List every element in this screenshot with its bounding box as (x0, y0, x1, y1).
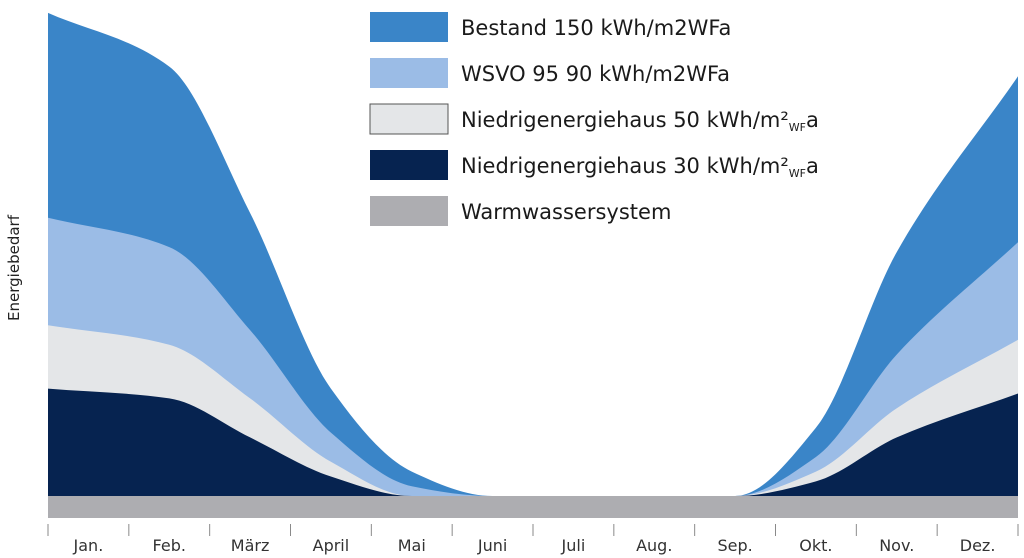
x-tick-label: Dez. (960, 536, 996, 555)
x-axis: Jan. Feb. März April Mai Juni Juli Aug. Sep. Okt.… (47, 524, 1019, 555)
x-tick-label: Jan. (73, 536, 104, 555)
area-layer (48, 12, 1018, 518)
legend-label: Warmwassersystem (461, 200, 671, 224)
legend-label: Niedrigenergiehaus 30 kWh/m²WFa (461, 154, 819, 180)
x-tick-label: Aug. (636, 536, 672, 555)
area-series-warmwasser (48, 496, 1018, 518)
legend-label: WSVO 95 90 kWh/m2WFa (461, 62, 730, 86)
x-tick-label: Juni (477, 536, 507, 555)
y-axis-label: Energiebedarf (5, 214, 23, 321)
area-series-2 (48, 217, 1018, 497)
x-tick-label: März (231, 536, 270, 555)
legend-swatch (370, 196, 448, 226)
legend-swatch (369, 103, 449, 135)
legend-label: Niedrigenergiehaus 50 kWh/m²WFa (461, 108, 819, 134)
x-tick-label: Okt. (799, 536, 832, 555)
area-series-4 (48, 388, 1018, 496)
x-tick-label: Nov. (879, 536, 914, 555)
x-tick-label: April (313, 536, 350, 555)
legend-swatch (370, 150, 448, 180)
x-tick-label: Feb. (153, 536, 186, 555)
legend-swatch (370, 12, 448, 42)
area-series-3 (48, 325, 1018, 496)
legend: Bestand 150 kWh/m2WFa WSVO 95 90 kWh/m2WF… (369, 12, 819, 226)
legend-label: Bestand 150 kWh/m2WFa (461, 16, 731, 40)
legend-swatch (370, 58, 448, 88)
x-tick-label: Juli (561, 536, 586, 555)
area-series-1 (48, 12, 1018, 497)
x-tick-label: Sep. (717, 536, 752, 555)
x-tick-label: Mai (398, 536, 426, 555)
